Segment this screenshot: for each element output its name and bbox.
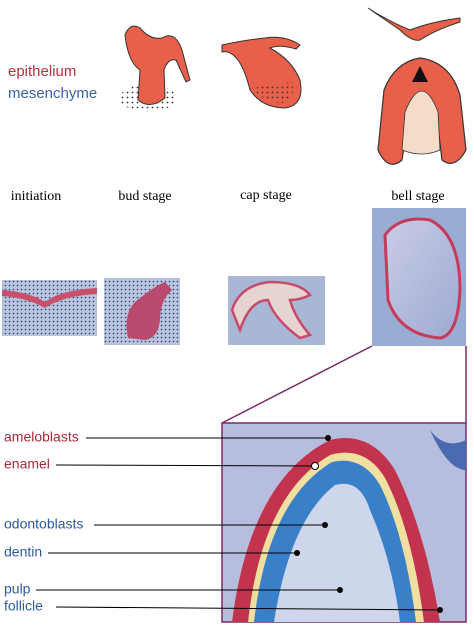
stage-label: cap stage: [240, 188, 292, 203]
bell-photo: [372, 208, 466, 346]
bell-drawing: [367, 7, 467, 165]
label-odontoblasts: odontoblasts: [4, 516, 83, 532]
leader-dot: [311, 462, 319, 470]
leader-line: [55, 464, 316, 467]
bud-photo: [104, 278, 180, 345]
label-follicle: follicle: [4, 598, 43, 614]
leader-dot: [437, 607, 443, 613]
stage-label: bud stage: [118, 189, 171, 204]
zoom-photo: [221, 422, 467, 623]
stage-label: initiation: [11, 189, 62, 204]
label-ameloblasts: ameloblasts: [4, 429, 79, 445]
label-dentin: dentin: [4, 544, 42, 560]
label-pulp: pulp: [4, 581, 31, 597]
label-enamel: enamel: [4, 456, 50, 472]
initiation-photo: [2, 280, 97, 336]
bud-drawing: [120, 25, 191, 112]
legend-epithelium: epithelium: [8, 63, 76, 80]
leader-dot: [322, 522, 328, 528]
leader-dot: [325, 435, 331, 441]
cap-photo: [228, 276, 325, 345]
legend-mesenchyme: mesenchyme: [8, 85, 97, 102]
leader-line: [55, 606, 441, 611]
leader-dot: [337, 587, 343, 593]
cap-drawing: [221, 36, 302, 109]
leader-dot: [294, 550, 300, 556]
zoom-line: [221, 345, 373, 424]
stage-label: bell stage: [391, 189, 444, 204]
